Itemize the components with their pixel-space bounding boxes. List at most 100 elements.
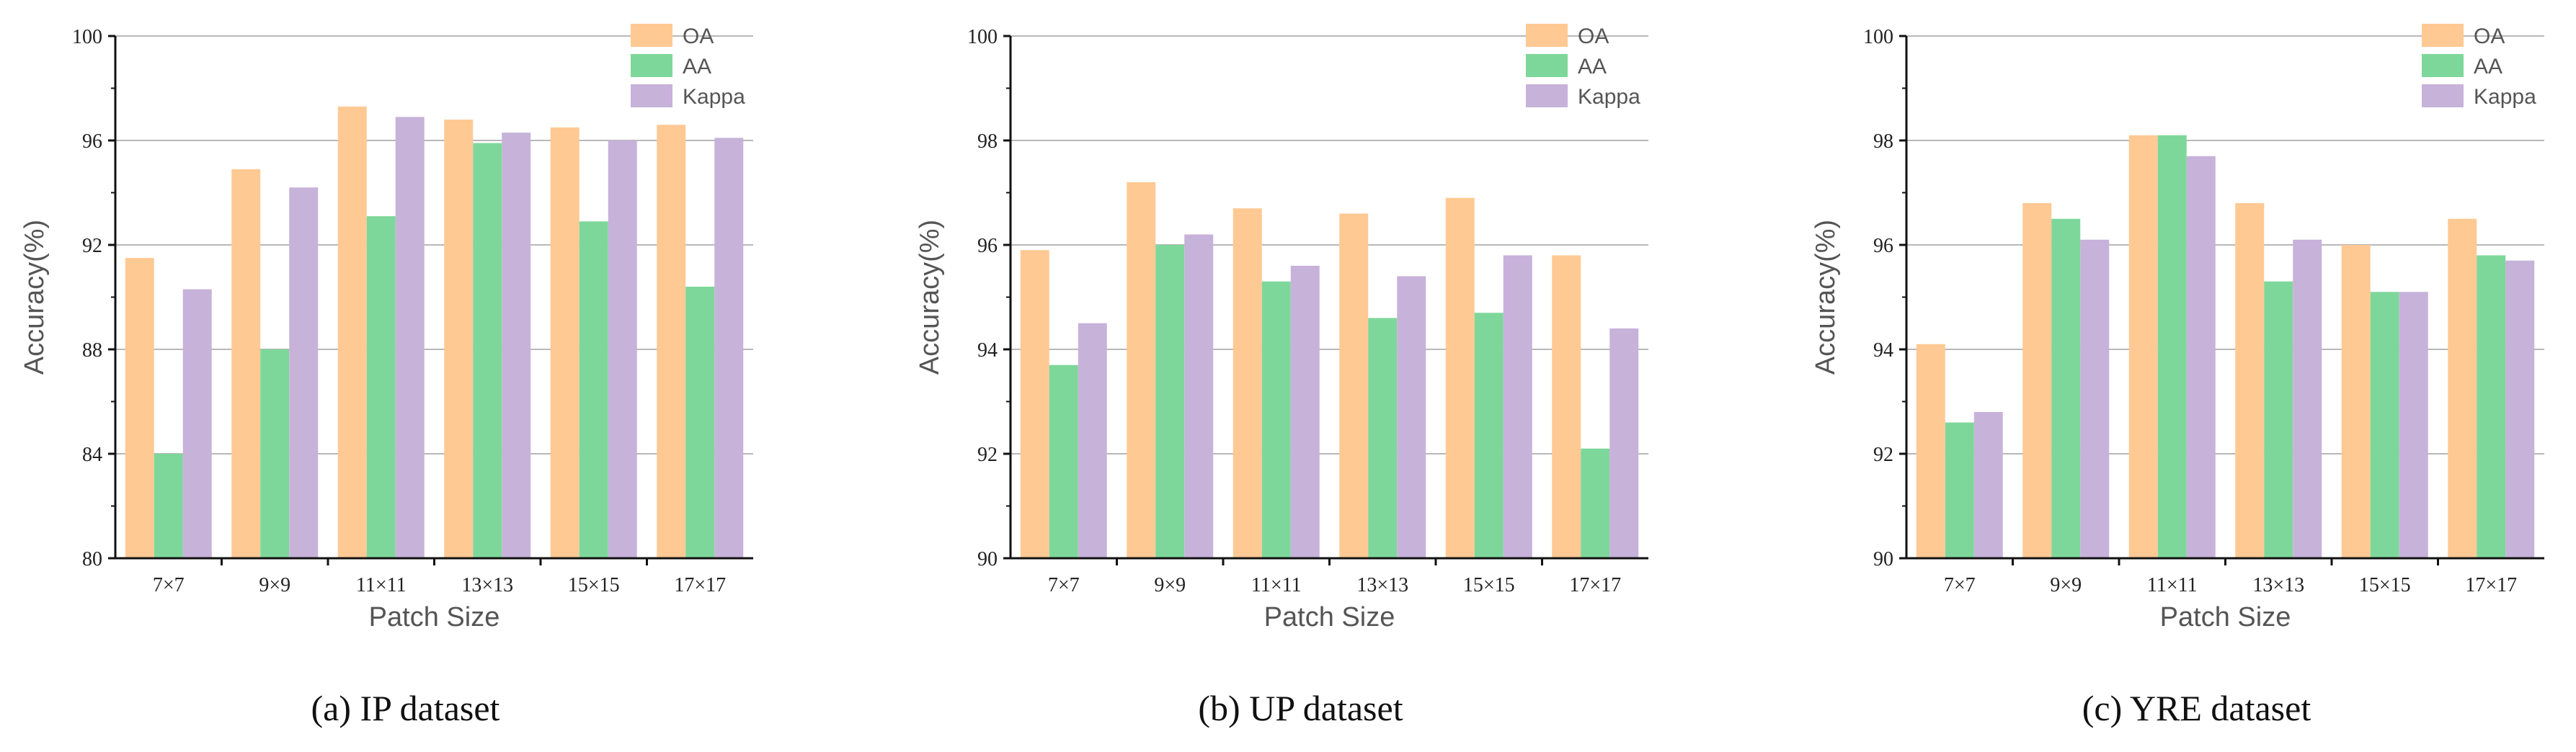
legend-swatch-kappa [1526, 84, 1568, 107]
x-axis-title: Patch Size [1264, 602, 1395, 632]
bar-oa-5: OA 15×15: 96 [2341, 245, 2371, 558]
legend-label-aa: AA [683, 55, 711, 79]
bar-aa-2: AA 9×9: 96 [1155, 245, 1185, 558]
bar-kappa-4: Kappa 13×13: 96.1 [2293, 239, 2322, 558]
legend-swatch-kappa [2422, 84, 2464, 107]
bar-aa-6: AA 17×17: 90.4 [685, 287, 715, 558]
bar-kappa-2: Kappa 9×9: 94.2 [289, 187, 319, 558]
y-tick-label: 100 [72, 26, 102, 48]
x-axis-title: Patch Size [369, 602, 500, 632]
y-tick-label: 96 [1873, 235, 1893, 257]
chart-caption: (b) UP dataset [1198, 688, 1403, 728]
y-tick-label: 92 [82, 235, 102, 257]
bar-aa-2: AA 9×9: 88 [260, 349, 290, 558]
bar-aa-6: AA 17×17: 92.1 [1581, 448, 1610, 558]
legend-label-aa: AA [1578, 55, 1607, 79]
bar-aa-5: AA 15×15: 95.1 [2370, 292, 2399, 558]
legend-swatch-aa [2422, 54, 2464, 77]
bar-oa-6: OA 17×17: 95.8 [1552, 255, 1581, 558]
x-tick-label: 15×15 [1463, 574, 1515, 596]
legend-swatch-oa [2422, 24, 2464, 47]
y-tick-label: 88 [82, 339, 102, 362]
chart-caption: (c) YRE dataset [2082, 688, 2311, 728]
x-tick-label: 9×9 [1154, 574, 1186, 596]
legend-label-kappa: Kappa [2474, 85, 2536, 109]
bar-aa-5: AA 15×15: 94.7 [1474, 313, 1504, 558]
legend-label-oa: OA [683, 24, 714, 48]
legend-label-kappa: Kappa [1578, 85, 1640, 109]
bar-aa-1: AA 7×7: 93.7 [1049, 364, 1078, 558]
legend-swatch-kappa [631, 84, 672, 107]
bar-oa-4: OA 13×13: 96.8 [2235, 203, 2265, 558]
y-tick-label: 92 [1873, 444, 1893, 466]
chart-panel-3: 90 92 94 96 98 100 OA 7×7: 94.1 OA 9×9: 96.8 OA … [1811, 24, 2544, 728]
bar-aa-2: AA 9×9: 96.5 [2051, 218, 2081, 558]
bar-kappa-1: Kappa 7×7: 94.5 [1078, 323, 1107, 558]
legend-swatch-oa [631, 24, 672, 47]
bar-oa-6: OA 17×17: 96.5 [2448, 218, 2477, 558]
x-tick-label: 17×17 [674, 574, 726, 596]
bar-aa-3: AA 11×11: 93.1 [366, 216, 396, 558]
bar-kappa-3: Kappa 11×11: 97.7 [2186, 156, 2216, 558]
y-tick-label: 100 [967, 26, 998, 48]
x-tick-label: 11×11 [2147, 574, 2198, 596]
bar-kappa-6: Kappa 17×17: 94.4 [1609, 328, 1639, 558]
y-tick-label: 84 [82, 444, 102, 466]
x-tick-label: 17×17 [2465, 574, 2517, 596]
bar-kappa-5: Kappa 15×15: 95.1 [2399, 292, 2428, 558]
bar-kappa-4: Kappa 13×13: 95.4 [1397, 276, 1426, 558]
x-tick-label: 7×7 [1944, 574, 1976, 596]
y-tick-label: 92 [977, 444, 998, 466]
x-axis-title: Patch Size [2160, 602, 2291, 632]
bar-kappa-3: Kappa 11×11: 96.9 [395, 117, 425, 558]
bar-oa-2: OA 9×9: 96.8 [2022, 203, 2052, 558]
y-axis-title: Accuracy(%) [915, 220, 945, 375]
x-tick-label: 9×9 [259, 574, 290, 596]
bar-aa-4: AA 13×13: 95.9 [473, 143, 502, 558]
bar-kappa-3: Kappa 11×11: 95.6 [1290, 266, 1320, 558]
y-tick-label: 96 [82, 130, 102, 153]
legend-swatch-aa [631, 54, 672, 77]
bar-kappa-6: Kappa 17×17: 96.1 [714, 138, 744, 558]
x-tick-label: 13×13 [1356, 574, 1408, 596]
bar-oa-1: OA 7×7: 94.1 [1916, 344, 1945, 558]
y-tick-label: 98 [1873, 130, 1893, 153]
bar-aa-1: AA 7×7: 92.6 [1945, 422, 1974, 558]
y-tick-label: 90 [1873, 548, 1893, 570]
x-tick-label: 15×15 [568, 574, 620, 596]
bar-kappa-4: Kappa 13×13: 96.3 [502, 133, 531, 558]
x-tick-label: 9×9 [2050, 574, 2082, 596]
bar-oa-2: OA 9×9: 97.2 [1127, 182, 1156, 558]
legend-label-aa: AA [2474, 55, 2502, 79]
bar-aa-4: AA 13×13: 95.3 [2264, 281, 2293, 558]
bar-oa-3: OA 11×11: 97.3 [337, 106, 367, 558]
bar-oa-2: OA 9×9: 94.9 [231, 169, 261, 558]
y-tick-label: 94 [977, 339, 998, 362]
bar-aa-1: AA 7×7: 84 [154, 454, 183, 558]
x-tick-label: 15×15 [2359, 574, 2411, 596]
x-tick-label: 13×13 [2252, 574, 2304, 596]
y-tick-label: 94 [1873, 339, 1893, 362]
chart-panel-2: 90 92 94 96 98 100 OA 7×7: 95.9 OA 9×9: 97.2 OA … [915, 24, 1648, 728]
bar-aa-3: AA 11×11: 95.3 [1261, 281, 1291, 558]
bar-kappa-1: Kappa 7×7: 92.8 [1973, 412, 2003, 558]
x-tick-label: 17×17 [1569, 574, 1621, 596]
x-tick-label: 11×11 [356, 574, 407, 596]
bar-kappa-6: Kappa 17×17: 95.7 [2505, 260, 2535, 558]
legend-label-kappa: Kappa [683, 85, 745, 109]
y-tick-label: 96 [977, 235, 998, 257]
bar-oa-4: OA 13×13: 96.6 [1339, 213, 1369, 558]
y-tick-label: 80 [82, 548, 102, 570]
bar-oa-1: OA 7×7: 91.5 [125, 258, 154, 558]
y-tick-label: 90 [977, 548, 998, 570]
x-tick-label: 7×7 [1048, 574, 1080, 596]
bar-kappa-5: Kappa 15×15: 96 [608, 140, 637, 558]
bar-oa-1: OA 7×7: 95.9 [1020, 250, 1049, 558]
chart-panel-1: 80 84 88 92 96 100 OA 7×7: 91.5 OA 9×9: 94.9 OA … [19, 24, 753, 728]
bar-oa-3: OA 11×11: 98.1 [2128, 135, 2158, 558]
bar-kappa-2: Kappa 9×9: 96.1 [2080, 239, 2110, 558]
bar-kappa-2: Kappa 9×9: 96.2 [1184, 234, 1214, 558]
bar-oa-5: OA 15×15: 96.9 [1445, 197, 1475, 558]
legend-label-oa: OA [1578, 24, 1609, 48]
